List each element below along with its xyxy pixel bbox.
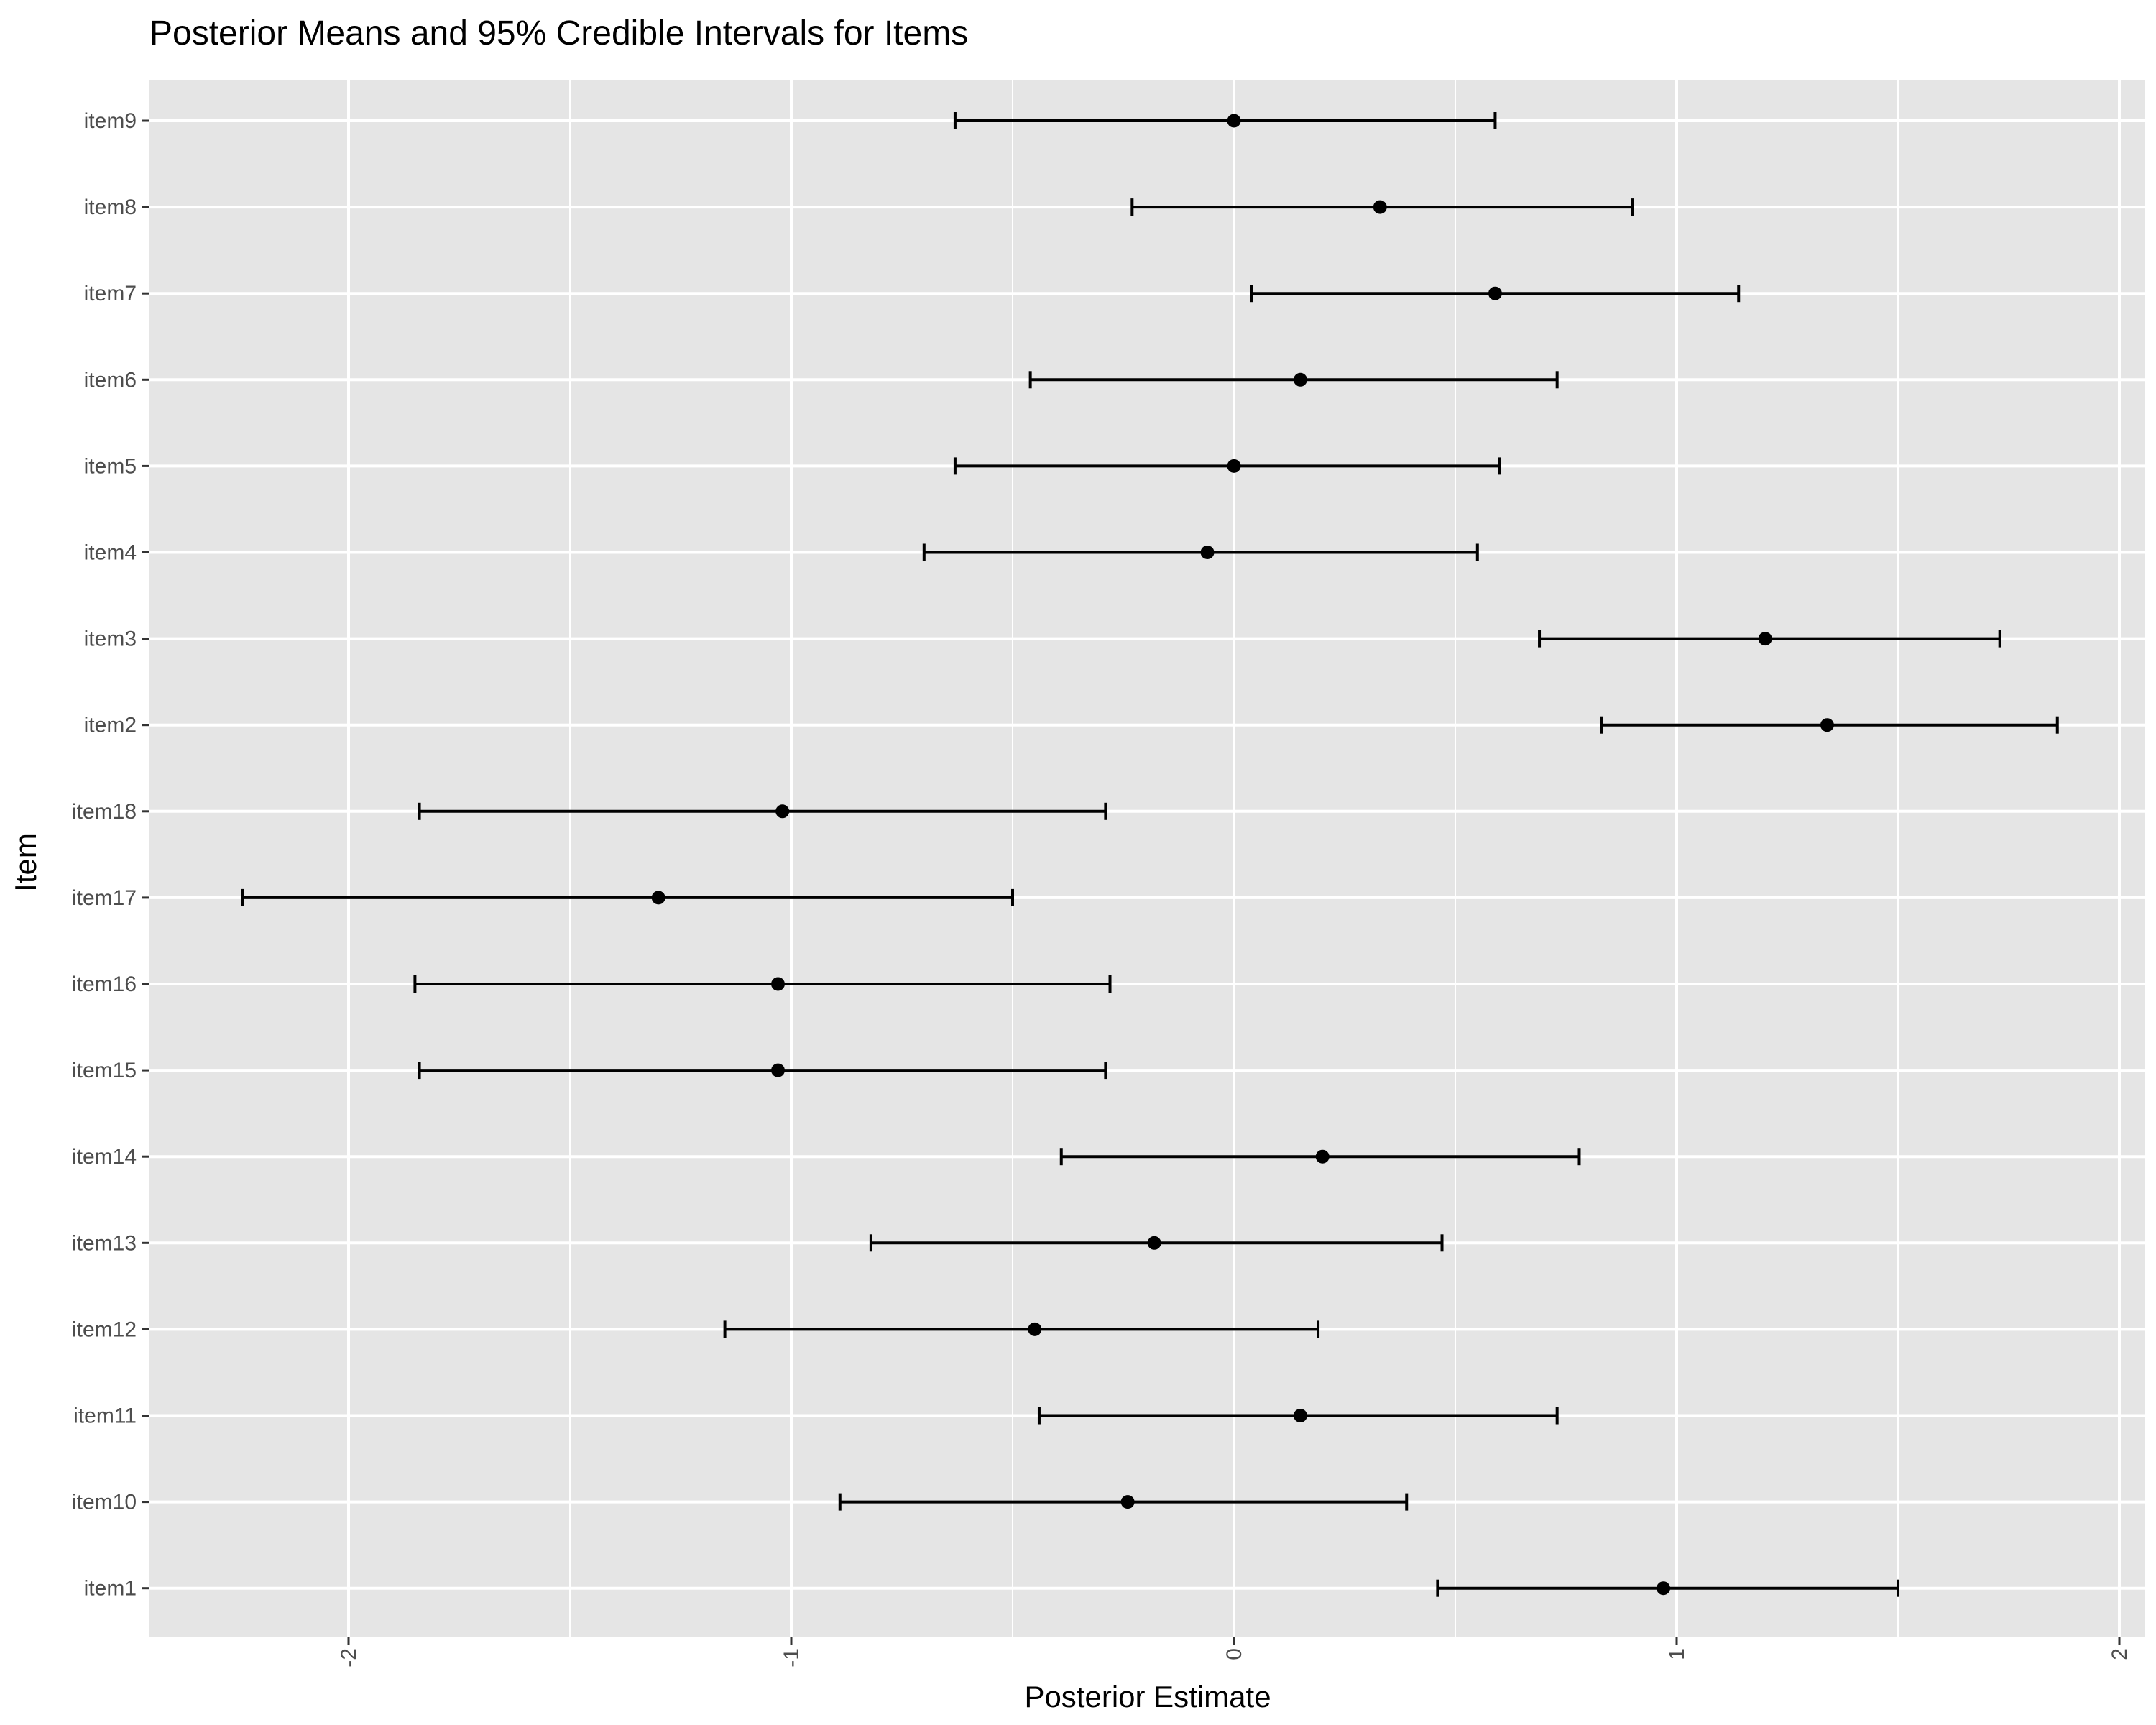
error-bar [241,888,1014,906]
y-tick-label: item11 [73,1404,137,1428]
y-tick-label: item15 [72,1059,137,1082]
mean-point [1315,1149,1330,1164]
y-axis-title: Item [9,833,42,892]
y-tick-label: item12 [72,1317,137,1341]
error-bar [953,112,1497,129]
error-bar [413,975,1112,993]
error-bar [418,1062,1107,1080]
y-tick-label: item6 [84,368,137,392]
mean-point [775,804,790,819]
error-bar [723,1320,1320,1338]
mean-point-layer [651,114,1834,1596]
mean-point [651,891,665,905]
plot-panel [149,80,2145,1637]
mean-point [1200,546,1215,559]
x-tick-label: -2 [337,1648,361,1668]
y-tick-label: item14 [72,1145,137,1169]
mean-point [1657,1581,1671,1596]
y-tick-label: item1 [84,1577,137,1601]
y-tick-label: item18 [72,800,137,824]
chart-title: Posterior Means and 95% Credible Interva… [149,14,968,52]
mean-point [1028,1322,1042,1336]
mean-point [1293,372,1307,387]
error-bar [418,802,1107,820]
y-tick-label: item16 [72,972,137,996]
y-tick-label: item13 [72,1231,137,1255]
mean-point [1373,200,1387,214]
x-axis-title: Posterior Estimate [1024,1680,1271,1714]
mean-point [1120,1495,1135,1509]
mean-point [1293,1409,1307,1422]
y-tick-label: item8 [84,196,137,219]
mean-point [771,977,786,991]
mean-point [1227,459,1241,473]
y-tick-label: item7 [84,282,137,305]
mean-point [1758,632,1772,646]
y-tick-label: item10 [72,1491,137,1514]
x-tick-label: -1 [780,1648,803,1668]
x-tick-label: 1 [1665,1648,1689,1660]
x-tick-label: 2 [2108,1648,2132,1660]
y-tick-label: item2 [84,714,137,737]
y-tick-label: item9 [84,109,137,133]
mean-point [1820,718,1834,732]
x-axis: -2 -1 0 1 2 [337,1637,2132,1668]
y-tick-label: item17 [72,886,137,910]
y-tick-label: item5 [84,454,137,478]
x-tick-label: 0 [1222,1648,1246,1660]
mean-point [771,1063,786,1077]
mean-point [1147,1236,1161,1250]
y-tick-label: item4 [84,541,137,565]
y-tick-label: item3 [84,627,137,651]
mean-point [1227,114,1241,128]
mean-point [1488,286,1502,300]
y-axis: item1 item10 item11 item12 item13 item14 item1… [72,109,149,1601]
